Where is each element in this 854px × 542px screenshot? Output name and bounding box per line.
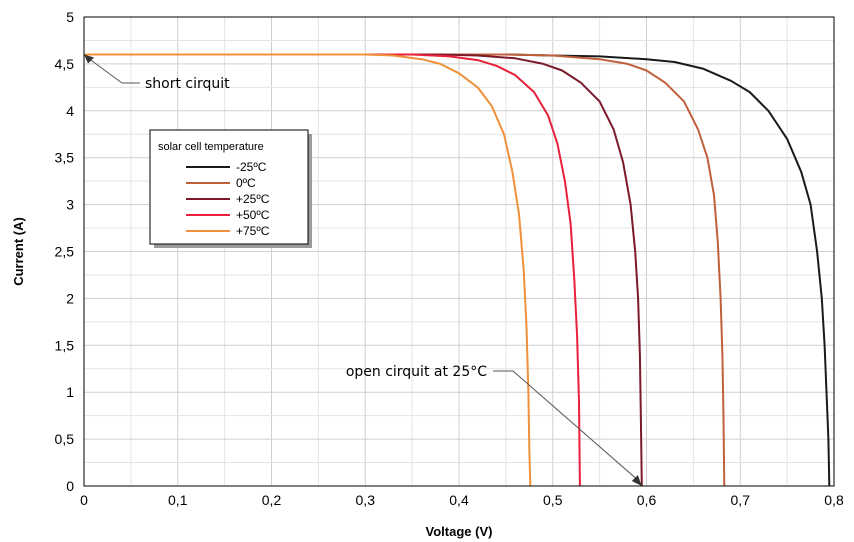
- short-circuit-label: short cirquit: [145, 76, 230, 92]
- y-tick-label: 0: [66, 478, 74, 494]
- series-lines: [84, 53, 831, 487]
- series-line: [84, 53, 581, 487]
- legend-label: +75ºC: [236, 224, 270, 238]
- x-tick-label: 0,7: [731, 492, 751, 508]
- y-tick-label: 3,5: [55, 150, 75, 166]
- series-line: [84, 53, 831, 487]
- y-tick-labels: 0 0,5 1 1,5 2 2,5 3 3,5 4 4,5 5: [55, 9, 75, 494]
- x-tick-label: 0,6: [637, 492, 657, 508]
- legend-box: [149, 129, 309, 245]
- y-tick-label: 1,5: [55, 337, 75, 353]
- open-circuit-label: open cirquit at 25°C: [346, 364, 487, 380]
- x-tick-label: 0,2: [262, 492, 282, 508]
- legend-label: 0ºC: [236, 176, 256, 190]
- legend-label: -25ºC: [236, 160, 267, 174]
- open-circuit-annotation: open cirquit at 25°C: [346, 364, 642, 486]
- short-circuit-leader: [89, 59, 140, 84]
- legend-label: +25ºC: [236, 192, 270, 206]
- y-tick-label: 2: [66, 290, 74, 306]
- y-tick-label: 0,5: [55, 431, 75, 447]
- x-tick-label: 0,3: [356, 492, 376, 508]
- series-line: [84, 53, 726, 487]
- x-tick-labels: 0 0,1 0,2 0,3 0,4 0,5 0,6 0,7 0,8: [80, 492, 844, 508]
- series-line: [84, 53, 643, 487]
- short-circuit-annotation: short cirquit: [84, 54, 230, 92]
- y-tick-label: 4: [66, 103, 74, 119]
- open-circuit-arrowhead: [631, 475, 642, 486]
- x-tick-label: 0: [80, 492, 88, 508]
- legend-label: +50ºC: [236, 208, 270, 222]
- y-tick-label: 2,5: [55, 244, 75, 260]
- legend-items: -25ºC 0ºC +25ºC +50ºC +75ºC: [186, 160, 270, 238]
- open-circuit-leader: [493, 370, 639, 481]
- plot-frame: [83, 16, 835, 487]
- x-tick-label: 0,1: [168, 492, 188, 508]
- short-circuit-arrowhead: [84, 54, 94, 64]
- x-tick-label: 0,5: [543, 492, 563, 508]
- series-line: [84, 53, 532, 487]
- x-tick-label: 0,4: [449, 492, 469, 508]
- legend: solar cell temperature -25ºC 0ºC +25ºC +50º…: [149, 129, 312, 248]
- y-tick-label: 1: [66, 384, 74, 400]
- x-tick-label: 0,8: [824, 492, 844, 508]
- y-tick-label: 3: [66, 197, 74, 213]
- x-axis-title: Voltage (V): [426, 524, 493, 539]
- y-axis-title: Current (A): [11, 217, 26, 286]
- y-tick-label: 5: [66, 9, 74, 25]
- legend-title: solar cell temperature: [158, 141, 264, 153]
- y-tick-label: 4,5: [55, 56, 75, 72]
